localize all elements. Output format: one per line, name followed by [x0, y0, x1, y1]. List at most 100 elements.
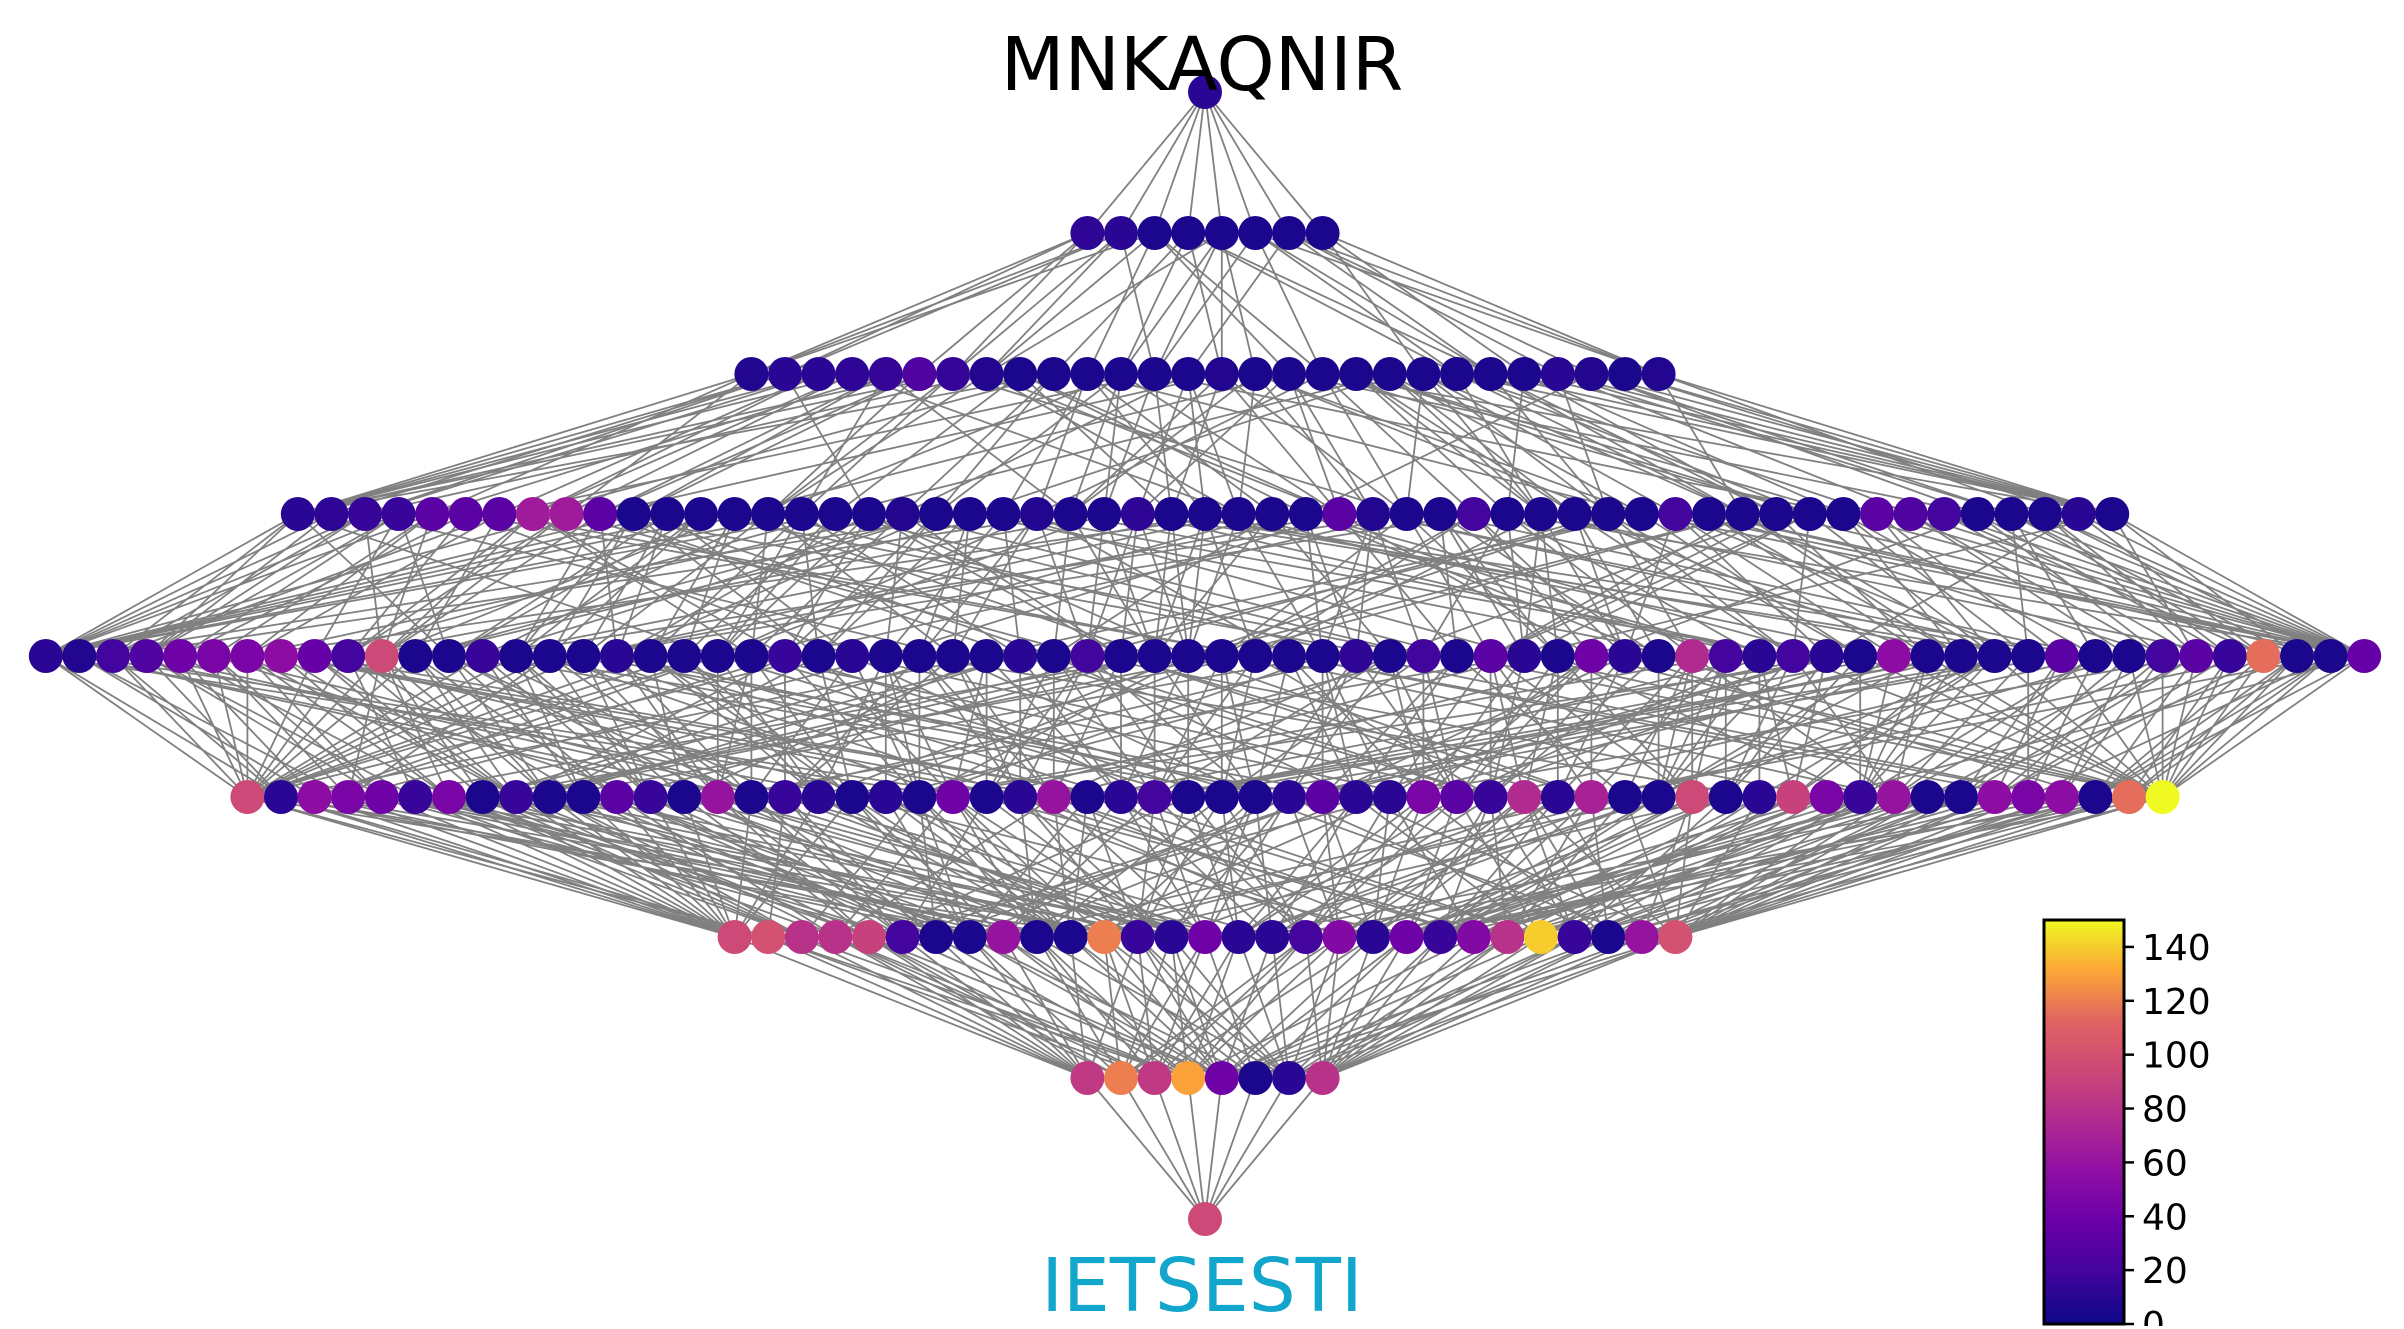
node [1372, 639, 1407, 673]
node [314, 497, 349, 531]
node [196, 639, 231, 673]
edge [1221, 936, 1508, 1079]
edge [2111, 513, 2197, 657]
edge [1187, 513, 1206, 657]
node [1524, 497, 1558, 531]
edge [1053, 655, 1626, 798]
edge [1221, 373, 1341, 515]
edge [1490, 373, 1744, 515]
node [885, 920, 920, 954]
edge [2078, 513, 2264, 657]
edge [1204, 91, 1290, 234]
node [1843, 780, 1878, 814]
edge [1003, 796, 1357, 938]
node [364, 639, 399, 673]
node [1423, 497, 1458, 531]
node [1356, 497, 1390, 531]
edge [1826, 513, 2080, 657]
edge [868, 936, 1088, 1079]
node [264, 639, 298, 673]
node [1188, 497, 1222, 531]
node [633, 639, 668, 673]
node [1725, 497, 1760, 531]
colorbar: 0 20 40 60 80 100 120 140 [2042, 918, 2211, 1326]
edge [1389, 373, 1542, 515]
edge [1070, 796, 1391, 938]
edge [1406, 796, 2096, 938]
edge [1372, 796, 1895, 938]
node [1171, 639, 1206, 673]
node-layer [28, 75, 2382, 1236]
edge [649, 796, 736, 938]
edge [1187, 936, 1307, 1079]
edge [1103, 373, 1156, 515]
edge [1137, 373, 1290, 515]
edge [2044, 513, 2231, 657]
edge [297, 373, 954, 515]
edge [1153, 232, 1223, 375]
node [1440, 780, 1474, 814]
edge [1204, 91, 1324, 234]
edge [751, 513, 1273, 657]
edge [45, 513, 299, 657]
node [28, 639, 63, 673]
node [1305, 780, 1340, 814]
node [499, 639, 534, 673]
edge [1658, 373, 2113, 515]
node [1540, 780, 1575, 814]
edge [1153, 232, 1257, 375]
node [734, 780, 769, 814]
node [1204, 357, 1239, 391]
node [1070, 1061, 1105, 1095]
node [952, 920, 987, 954]
edge [1238, 796, 1424, 938]
edge [1187, 91, 1206, 234]
node [532, 780, 567, 814]
edge [885, 513, 1340, 657]
edge [297, 373, 1054, 515]
edge [1591, 655, 2264, 798]
edge [868, 796, 1189, 938]
edge [1204, 91, 1223, 234]
node [1742, 639, 1777, 673]
edge [1170, 796, 1257, 938]
node [768, 357, 802, 391]
edge [1406, 796, 1693, 938]
edge [1170, 373, 1223, 515]
edge [532, 373, 853, 515]
edge [1456, 373, 1743, 515]
node [297, 780, 332, 814]
node [936, 780, 970, 814]
edge [1540, 796, 1794, 938]
edge [45, 513, 567, 657]
edge [1406, 796, 2062, 938]
edge [247, 796, 735, 938]
node [2044, 639, 2079, 673]
node [566, 780, 601, 814]
edge [583, 513, 1340, 657]
edge [1153, 936, 1240, 1079]
edge [1960, 655, 2197, 798]
node [1742, 780, 1777, 814]
edge [2010, 513, 2097, 657]
edge [247, 655, 819, 798]
node [1238, 639, 1273, 673]
edge [1272, 796, 2130, 938]
edge [734, 373, 1290, 515]
edge [1893, 655, 2164, 798]
node [1339, 780, 1374, 814]
edge [1288, 655, 2029, 798]
node [1540, 639, 1575, 673]
node [1238, 780, 1273, 814]
node [1910, 639, 1945, 673]
node [1238, 216, 1273, 250]
edge [1490, 513, 1811, 657]
edge [633, 373, 920, 515]
edge [146, 513, 400, 657]
edge [179, 513, 400, 657]
edge [1473, 796, 1895, 938]
edge [381, 513, 568, 657]
edge [2094, 655, 2365, 798]
edge [1624, 373, 2113, 515]
node [415, 497, 450, 531]
